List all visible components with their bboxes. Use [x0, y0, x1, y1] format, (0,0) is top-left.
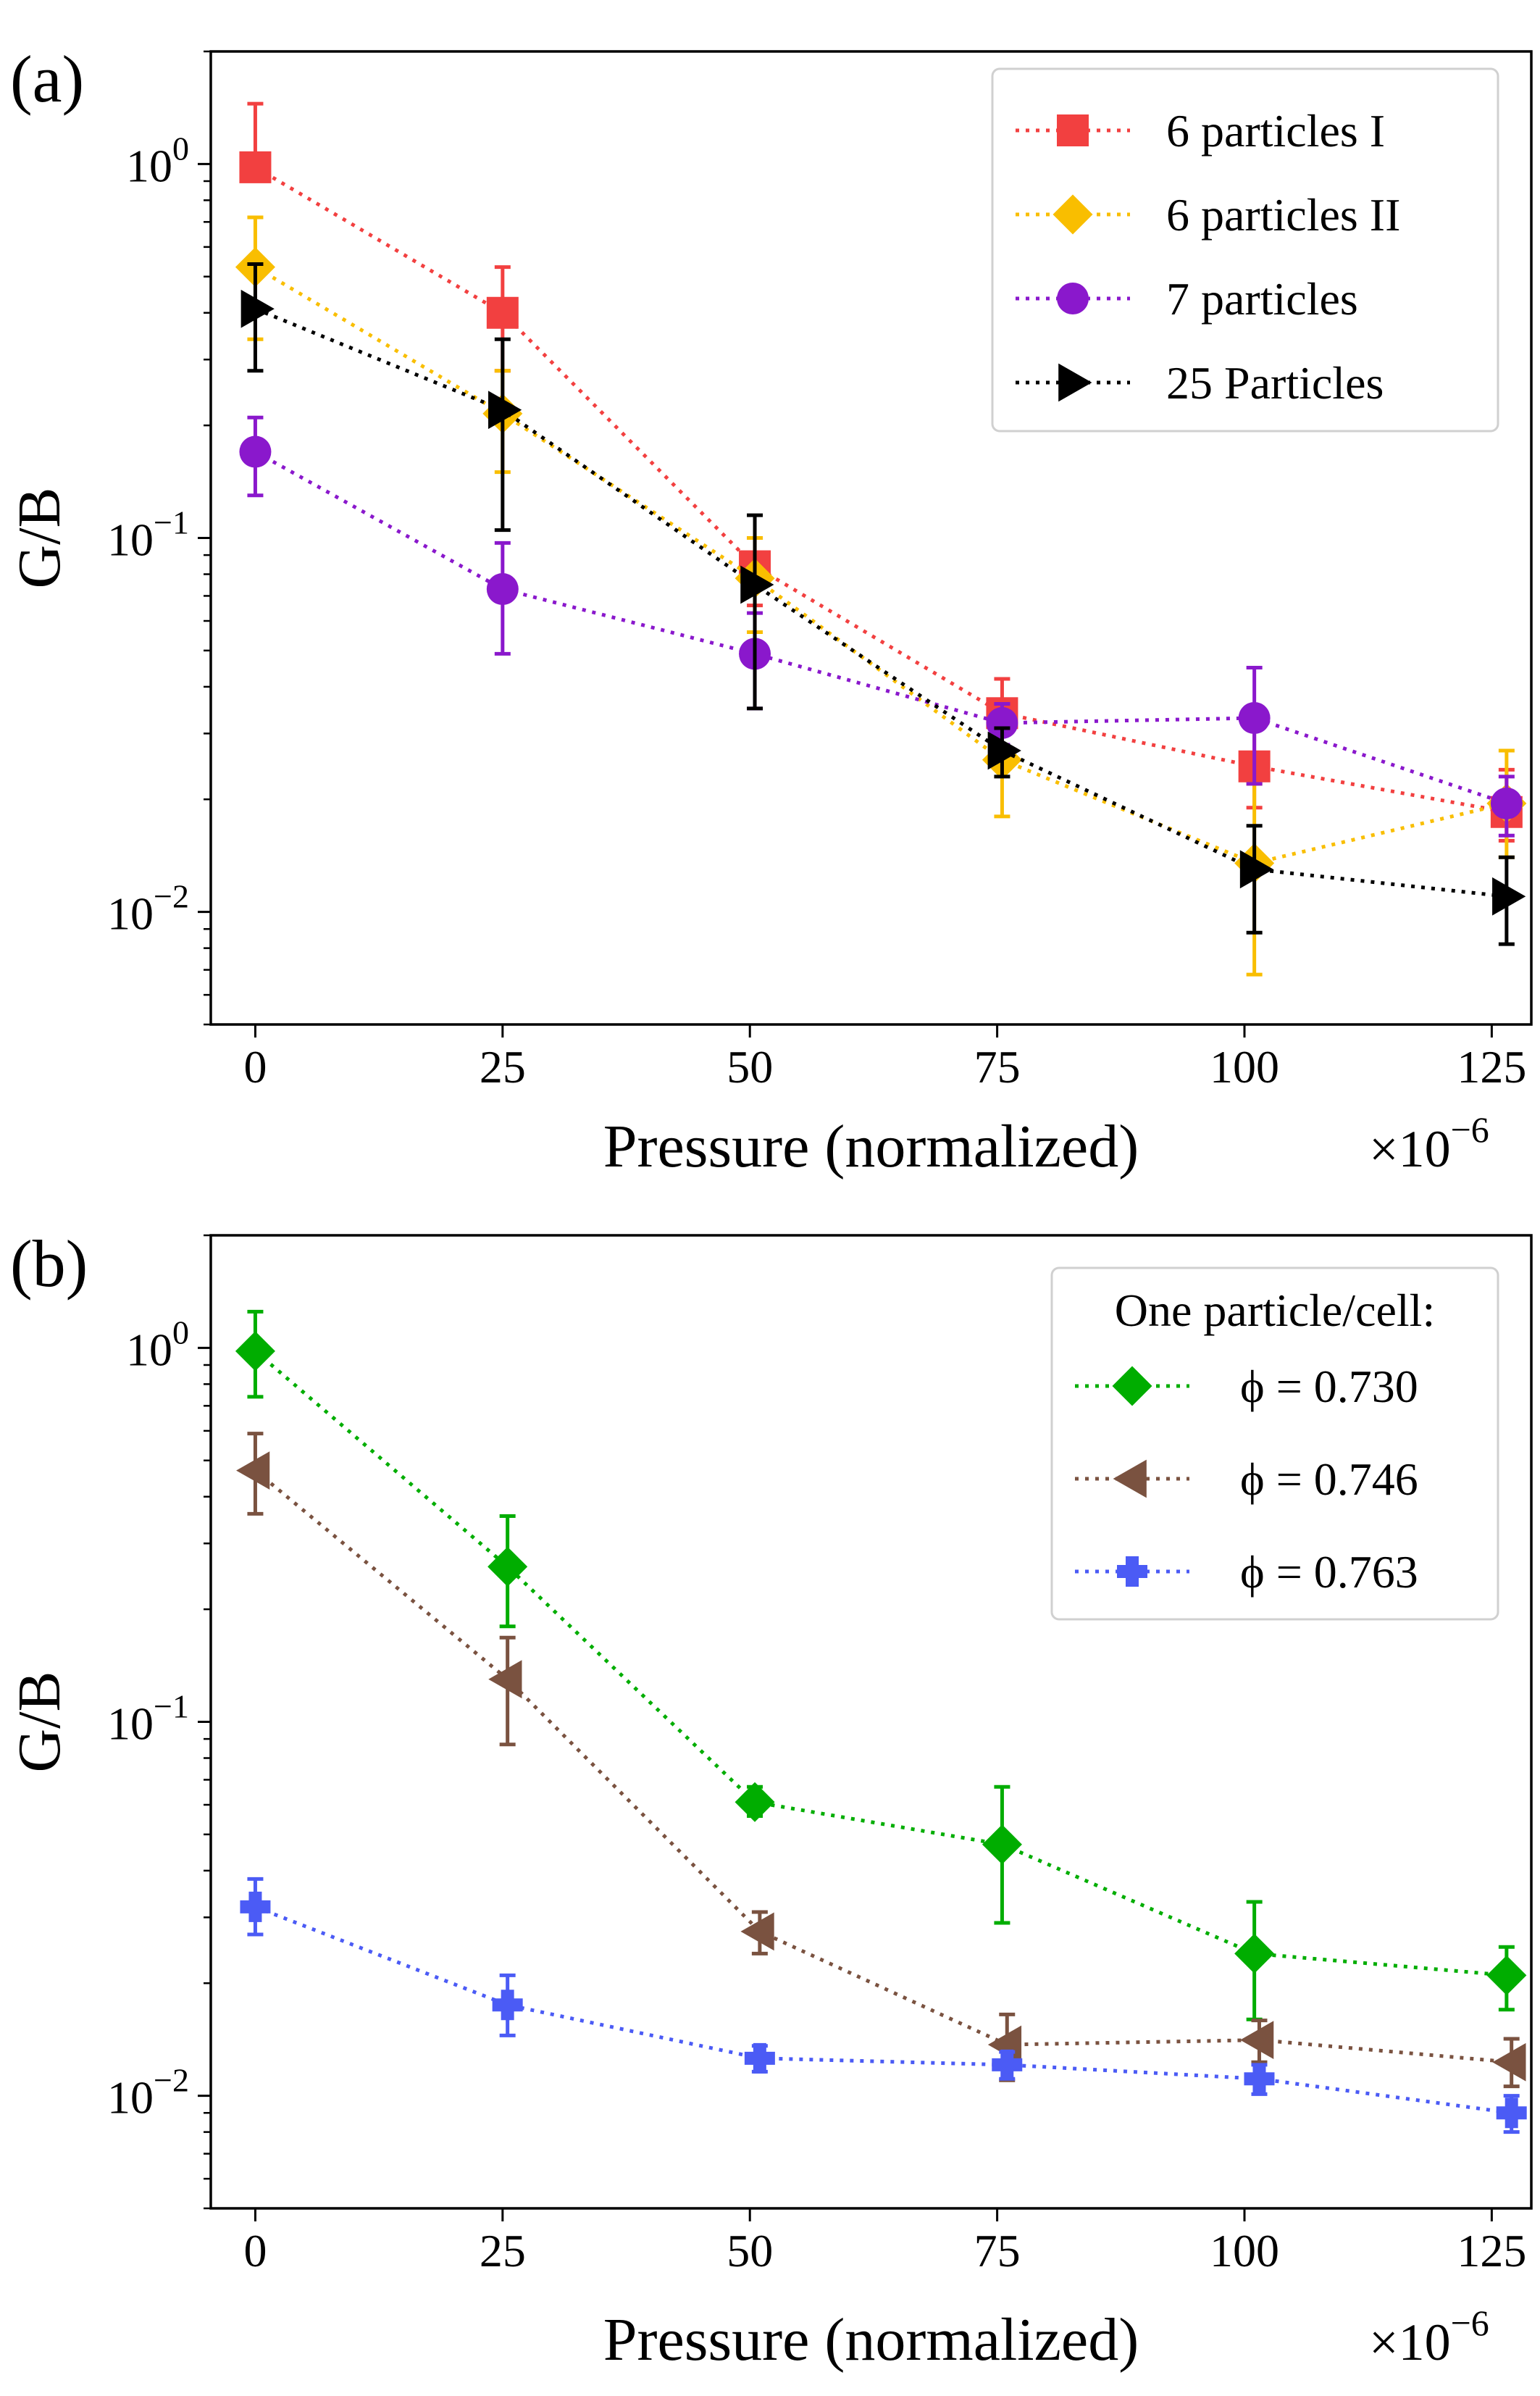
legend-box — [991, 67, 1499, 433]
data-point — [488, 1660, 522, 1699]
y-tick-label: 100 — [126, 1314, 189, 1375]
y-tick-label: 10−1 — [107, 1688, 189, 1750]
panel-label: (a) — [10, 42, 84, 116]
legend-entry: 25 Particles — [1166, 357, 1384, 409]
data-point — [982, 1824, 1022, 1865]
legend-marker — [1117, 1556, 1147, 1587]
x-tick-label: 75 — [974, 2225, 1021, 2276]
data-point — [740, 1912, 774, 1951]
data-point — [986, 706, 1018, 739]
x-tick-label: 100 — [1210, 2225, 1279, 2276]
data-point — [486, 573, 519, 606]
y-tick-label: 10−1 — [107, 504, 189, 566]
data-point — [240, 1891, 271, 1922]
data-point — [239, 151, 272, 183]
y-axis-label: G/B — [6, 1671, 73, 1772]
legend-entry: ϕ = 0.763 — [1240, 1546, 1418, 1598]
series-line — [254, 1905, 1512, 2115]
legend-marker — [1058, 363, 1092, 402]
legend: 6 particles I 6 particles II 7 particles 25… — [991, 67, 1499, 433]
panel-b: (b) 100 10−1 10−2 0 25 50 75 100 125 Pressure (nor… — [6, 1227, 1533, 2374]
plot-area — [235, 1309, 1527, 2134]
data-point — [487, 1546, 528, 1587]
series-3 — [239, 415, 1523, 838]
legend-marker — [1112, 1366, 1152, 1406]
legend-marker — [1113, 1459, 1147, 1498]
data-point — [1244, 2063, 1275, 2095]
plot-frame — [209, 1234, 1533, 2210]
data-point — [1486, 1955, 1527, 1995]
series-line — [254, 450, 1507, 806]
x-axis-label: Pressure (normalized) — [603, 1113, 1139, 1180]
legend: One particle/cell: ϕ = 0.730 ϕ = 0.746 ϕ = … — [1050, 1266, 1499, 1621]
y-tick-label: 10−2 — [107, 878, 189, 940]
series-3 — [240, 1877, 1527, 2134]
data-point — [236, 1451, 270, 1490]
legend-marker — [1057, 283, 1089, 314]
y-axis-label: G/B — [6, 487, 73, 588]
series-line — [254, 265, 1507, 865]
legend-marker — [1053, 194, 1093, 235]
x-tick-label: 25 — [480, 2225, 526, 2276]
data-point — [1496, 2097, 1527, 2129]
x-tick-label: 125 — [1457, 2225, 1526, 2276]
data-point — [987, 731, 1021, 770]
panel-label: (b) — [10, 1227, 88, 1301]
data-point — [492, 1990, 523, 2021]
y-tick-label: 100 — [126, 130, 189, 191]
data-point — [740, 565, 774, 604]
series-line — [254, 1349, 1507, 1977]
series-1 — [235, 1309, 1527, 2021]
data-point — [735, 1782, 775, 1822]
legend-entry: 6 particles I — [1166, 105, 1385, 156]
legend-entry: ϕ = 0.730 — [1240, 1361, 1418, 1412]
data-point — [1490, 787, 1523, 819]
series-line — [254, 1469, 1512, 2064]
x-axis-multiplier: ×10−6 — [1369, 2303, 1489, 2371]
x-tick-label: 50 — [727, 2225, 773, 2276]
x-axis-multiplier: ×10−6 — [1369, 1109, 1489, 1178]
data-point — [488, 391, 522, 430]
data-point — [235, 1331, 275, 1372]
legend-entry: 7 particles — [1166, 273, 1358, 325]
x-tick-label: 0 — [243, 2225, 267, 2276]
plot-frame — [209, 50, 1533, 1026]
data-point — [1492, 877, 1526, 916]
x-tick-label: 50 — [727, 1041, 773, 1093]
x-tick-label: 0 — [243, 1041, 267, 1093]
series-line — [254, 306, 1507, 898]
legend-box — [1050, 1266, 1499, 1621]
series-4 — [240, 262, 1526, 946]
data-point — [240, 289, 275, 328]
legend-entry: ϕ = 0.746 — [1240, 1453, 1418, 1505]
data-point — [1234, 1933, 1275, 1974]
x-tick-label: 75 — [974, 1041, 1021, 1093]
x-tick-label: 25 — [480, 1041, 526, 1093]
data-point — [239, 435, 272, 468]
data-point — [744, 2042, 775, 2074]
y-tick-label: 10−2 — [107, 2062, 189, 2124]
panel-a: (a) 100 10−1 10−2 0 25 50 75 100 125 Pressure (nor… — [6, 42, 1533, 1180]
x-axis-label: Pressure (normalized) — [603, 2306, 1139, 2374]
data-point — [992, 2049, 1023, 2080]
data-point — [1238, 702, 1271, 735]
data-point — [1239, 850, 1274, 889]
data-point — [1240, 2021, 1274, 2060]
legend-entry: 6 particles II — [1166, 189, 1400, 241]
x-tick-label: 125 — [1457, 1041, 1526, 1093]
legend-title: One particle/cell: — [1115, 1285, 1435, 1336]
plot-area — [235, 101, 1527, 977]
data-point — [486, 296, 519, 329]
data-point — [1492, 2042, 1526, 2082]
legend-marker — [1057, 114, 1089, 146]
x-tick-label: 100 — [1210, 1041, 1279, 1093]
